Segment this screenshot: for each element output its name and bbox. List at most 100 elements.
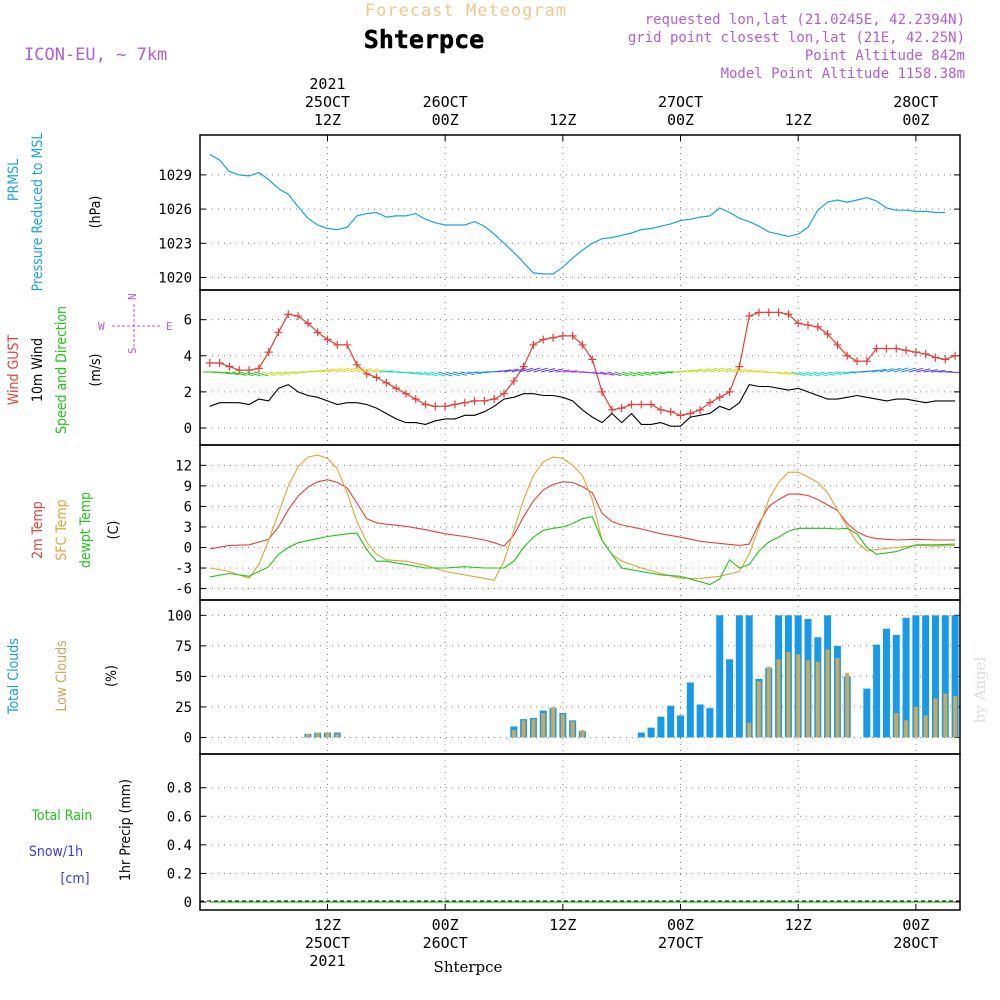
wind-direction-arrow xyxy=(791,371,806,377)
gust-marker xyxy=(529,340,538,349)
wind-direction-arrow xyxy=(224,371,239,376)
bottom-time-label: 27OCT xyxy=(658,934,703,952)
top-time-label: 00Z xyxy=(432,111,459,129)
gust-marker xyxy=(951,351,960,360)
temperature-series-line xyxy=(209,516,956,586)
wind-direction-arrow xyxy=(408,371,423,376)
gust-marker xyxy=(333,340,342,349)
gust-marker xyxy=(627,400,636,409)
panel-temperature: -6 -3 0 3 6 9 12 2m Temp SFC Temp dewpt Temp (C) xyxy=(30,444,961,601)
wind-direction-arrow xyxy=(938,370,953,373)
low-cloud-bar xyxy=(894,713,899,738)
temperature-series-line xyxy=(209,479,956,550)
wind-direction-arrow xyxy=(364,368,379,373)
y-tick-label: 6 xyxy=(184,499,192,515)
gust-marker xyxy=(813,322,822,331)
grid-point-coords: grid point closest lon,lat (21E, 42.25N) xyxy=(628,30,965,46)
total-cloud-bar xyxy=(745,615,753,738)
low-cloud-bar xyxy=(315,732,320,738)
total-cloud-bar xyxy=(726,659,734,738)
total-cloud-bar xyxy=(892,634,900,738)
wind-direction-arrow xyxy=(246,371,262,377)
gust-marker xyxy=(490,395,499,404)
top-time-label: 00Z xyxy=(902,111,929,129)
total-cloud-bar xyxy=(696,704,704,738)
temperature-series-line xyxy=(209,454,956,582)
gust-marker xyxy=(696,405,705,414)
gust-marker xyxy=(450,400,459,409)
wind-direction-arrow xyxy=(614,371,629,377)
bottom-time-label: 25OCT xyxy=(305,934,350,952)
gust-marker xyxy=(931,353,940,362)
wind-direction-arrow xyxy=(710,367,725,373)
wind-direction-arrow xyxy=(349,367,365,373)
low-cloud-bar xyxy=(933,698,938,738)
wind-direction-arrow xyxy=(445,371,460,377)
gust-marker xyxy=(558,331,567,340)
wind-direction-arrow xyxy=(526,367,541,373)
low-cloud-bar xyxy=(335,733,340,738)
y-tick-label: 0.2 xyxy=(167,866,192,882)
y-tick-label: 4 xyxy=(184,349,192,365)
y-tick-label: 2 xyxy=(184,385,192,401)
low-cloud-bar xyxy=(923,715,928,738)
wind-direction-arrow xyxy=(401,371,416,375)
gust-marker xyxy=(470,396,479,405)
gust-marker xyxy=(323,335,332,344)
gust-marker xyxy=(303,319,312,328)
wind-direction-arrow xyxy=(842,371,857,374)
wind-direction-arrow xyxy=(533,367,548,373)
gust-marker xyxy=(578,340,587,349)
wind-direction-arrow xyxy=(798,371,813,377)
gust-marker xyxy=(343,340,352,349)
wind-direction-arrow xyxy=(879,368,894,373)
panel-label: (m/s) xyxy=(88,354,104,387)
panel-label: 1hr Precip (mm) xyxy=(118,779,134,881)
gust-marker xyxy=(882,344,891,353)
wind-direction-arrow xyxy=(894,367,909,373)
panel-label: Wind GUST xyxy=(6,335,22,406)
wind-direction-arrow xyxy=(886,367,901,373)
gust-marker xyxy=(480,396,489,405)
gust-marker xyxy=(833,340,842,349)
low-cloud-bar xyxy=(815,661,820,738)
total-cloud-bar xyxy=(922,615,930,738)
panel-label: (%) xyxy=(104,665,120,687)
total-cloud-bar xyxy=(941,615,949,738)
low-cloud-bar xyxy=(511,730,516,738)
wind-direction-arrow xyxy=(585,371,600,375)
y-tick-label: 100 xyxy=(167,608,192,624)
bottom-time-label: 00Z xyxy=(432,916,459,934)
wind-direction-arrow xyxy=(923,369,938,373)
wind-series-line xyxy=(209,311,956,416)
low-cloud-bar xyxy=(786,651,791,738)
gust-marker xyxy=(754,308,763,317)
panel-label: (C) xyxy=(106,521,122,540)
model-point-altitude: Model Point Altitude 1158.38m xyxy=(721,66,965,82)
gust-marker xyxy=(598,387,607,396)
gust-marker xyxy=(902,346,911,355)
low-cloud-bar xyxy=(747,722,752,738)
low-cloud-bar xyxy=(541,713,546,738)
gust-marker xyxy=(215,358,224,367)
y-tick-label: 1029 xyxy=(158,168,192,184)
wind-direction-arrow xyxy=(607,371,622,377)
gust-marker xyxy=(794,319,803,328)
total-cloud-bar xyxy=(863,688,871,738)
total-cloud-bar xyxy=(647,727,655,738)
total-cloud-bar xyxy=(902,617,910,738)
wind-direction-arrow xyxy=(291,371,306,374)
wind-direction-arrow xyxy=(680,369,695,373)
y-tick-label: 0 xyxy=(184,421,192,437)
gust-marker xyxy=(441,402,450,411)
wind-direction-arrow xyxy=(239,371,254,377)
wind-direction-arrow xyxy=(320,368,335,373)
gust-marker xyxy=(411,395,420,404)
y-tick-label: 0 xyxy=(184,895,192,911)
low-cloud-bar xyxy=(776,659,781,738)
y-tick-label: 25 xyxy=(175,700,192,716)
wind-direction-arrow xyxy=(651,371,666,375)
gust-marker xyxy=(872,344,881,353)
wind-direction-arrow xyxy=(261,371,276,377)
gust-marker xyxy=(656,405,665,414)
